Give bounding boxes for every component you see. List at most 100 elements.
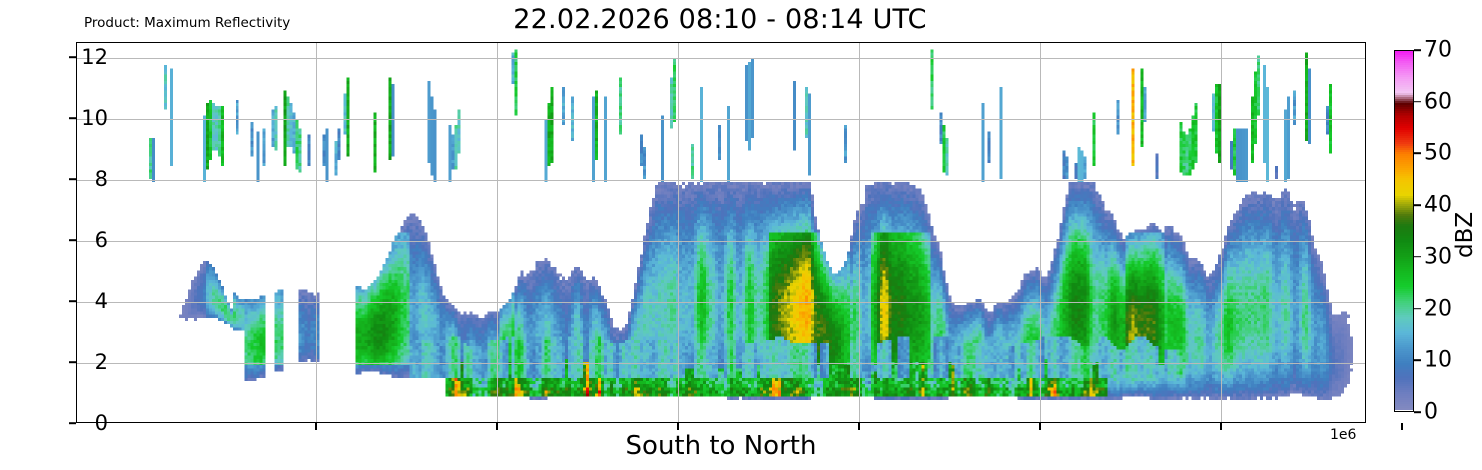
colorbar-segment <box>1395 51 1413 53</box>
colorbar-segment <box>1395 289 1413 292</box>
colorbar-segment <box>1395 370 1413 373</box>
colorbar-segment <box>1395 386 1413 389</box>
x-tick-mark <box>1401 423 1403 430</box>
colorbar-segment <box>1395 404 1413 407</box>
colorbar-segment <box>1395 334 1413 337</box>
y-tick-label: 4 <box>94 289 108 314</box>
colorbar-segment <box>1395 318 1413 321</box>
colorbar-tick-mark <box>1414 49 1421 51</box>
colorbar-segment <box>1395 144 1413 147</box>
colorbar-segment <box>1395 271 1413 274</box>
colorbar-segment <box>1395 138 1413 141</box>
y-tick-mark <box>69 300 76 302</box>
colorbar-segment <box>1395 275 1413 278</box>
colorbar-segment <box>1395 374 1413 377</box>
colorbar-segment <box>1395 106 1413 109</box>
colorbar-segment <box>1395 94 1413 97</box>
colorbar-tick-label: 70 <box>1424 37 1452 63</box>
colorbar-segment <box>1395 364 1413 367</box>
colorbar-segment <box>1395 72 1413 75</box>
x-tick-mark <box>1039 423 1041 430</box>
colorbar-segment <box>1395 150 1413 153</box>
colorbar-segment <box>1395 86 1413 89</box>
colorbar-segment <box>1395 132 1413 135</box>
colorbar-segment <box>1395 162 1413 165</box>
colorbar-segment <box>1395 207 1413 210</box>
colorbar-segment <box>1395 195 1413 198</box>
colorbar-segment <box>1395 199 1413 202</box>
colorbar-segment <box>1395 249 1413 252</box>
colorbar-segment <box>1395 372 1413 375</box>
colorbar-segment <box>1395 263 1413 266</box>
colorbar-segment <box>1395 314 1413 317</box>
colorbar-segment <box>1395 261 1413 264</box>
colorbar-segment <box>1395 330 1413 333</box>
colorbar-segment <box>1395 193 1413 196</box>
colorbar-segment <box>1395 285 1413 288</box>
colorbar-segment <box>1395 136 1413 139</box>
colorbar-segment <box>1395 398 1413 401</box>
colorbar-tick-label: 50 <box>1424 140 1452 166</box>
colorbar-segment <box>1395 400 1413 403</box>
colorbar-segment <box>1395 148 1413 151</box>
colorbar-segment <box>1395 64 1413 67</box>
colorbar-segment <box>1395 160 1413 163</box>
colorbar-segment <box>1395 358 1413 361</box>
colorbar-segment <box>1395 237 1413 240</box>
colorbar-segment <box>1395 354 1413 357</box>
y-tick-label: 6 <box>94 228 108 253</box>
colorbar-segment <box>1395 80 1413 83</box>
colorbar-segment <box>1395 92 1413 95</box>
colorbar-segment <box>1395 378 1413 381</box>
colorbar-segment <box>1395 112 1413 115</box>
colorbar-segment <box>1395 301 1413 304</box>
colorbar-segment <box>1395 243 1413 246</box>
colorbar-segment <box>1395 299 1413 302</box>
colorbar-segment <box>1395 257 1413 260</box>
colorbar-segment <box>1395 255 1413 258</box>
colorbar-segment <box>1395 267 1413 270</box>
colorbar-segment <box>1395 122 1413 125</box>
colorbar-segment <box>1395 98 1413 101</box>
colorbar-segment <box>1395 362 1413 365</box>
plot-area <box>76 42 1366 423</box>
colorbar-segment <box>1395 203 1413 206</box>
colorbar-segment <box>1395 390 1413 393</box>
colorbar-segment <box>1395 265 1413 268</box>
colorbar-segment <box>1395 142 1413 145</box>
colorbar-label: dBZ <box>1452 211 1478 258</box>
colorbar-segment <box>1395 211 1413 214</box>
colorbar-tick-label: 0 <box>1424 399 1438 425</box>
colorbar-tick-mark <box>1414 256 1421 258</box>
x-tick-mark <box>1220 423 1222 430</box>
colorbar-segment <box>1395 168 1413 171</box>
colorbar[interactable] <box>1394 50 1414 412</box>
colorbar-segment <box>1395 332 1413 335</box>
colorbar-segment <box>1395 60 1413 63</box>
colorbar-segment <box>1395 78 1413 81</box>
colorbar-segment <box>1395 189 1413 192</box>
colorbar-segment <box>1395 158 1413 161</box>
x-axis-label: South to North <box>625 431 817 461</box>
colorbar-segment <box>1395 185 1413 188</box>
y-tick-label: 12 <box>81 45 108 70</box>
colorbar-segment <box>1395 52 1413 55</box>
colorbar-segment <box>1395 245 1413 248</box>
colorbar-segment <box>1395 66 1413 69</box>
colorbar-segment <box>1395 384 1413 387</box>
colorbar-segment <box>1395 324 1413 327</box>
colorbar-segment <box>1395 88 1413 91</box>
colorbar-segment <box>1395 305 1413 307</box>
colorbar-segment <box>1395 96 1413 99</box>
colorbar-segment <box>1395 104 1413 107</box>
colorbar-segment <box>1395 178 1413 180</box>
colorbar-segment <box>1395 308 1413 311</box>
colorbar-segment <box>1395 213 1413 216</box>
colorbar-segment <box>1395 84 1413 87</box>
colorbar-segment <box>1395 281 1413 284</box>
colorbar-segment <box>1395 172 1413 175</box>
colorbar-segment <box>1395 287 1413 290</box>
colorbar-segment <box>1395 227 1413 230</box>
colorbar-segment <box>1395 170 1413 173</box>
